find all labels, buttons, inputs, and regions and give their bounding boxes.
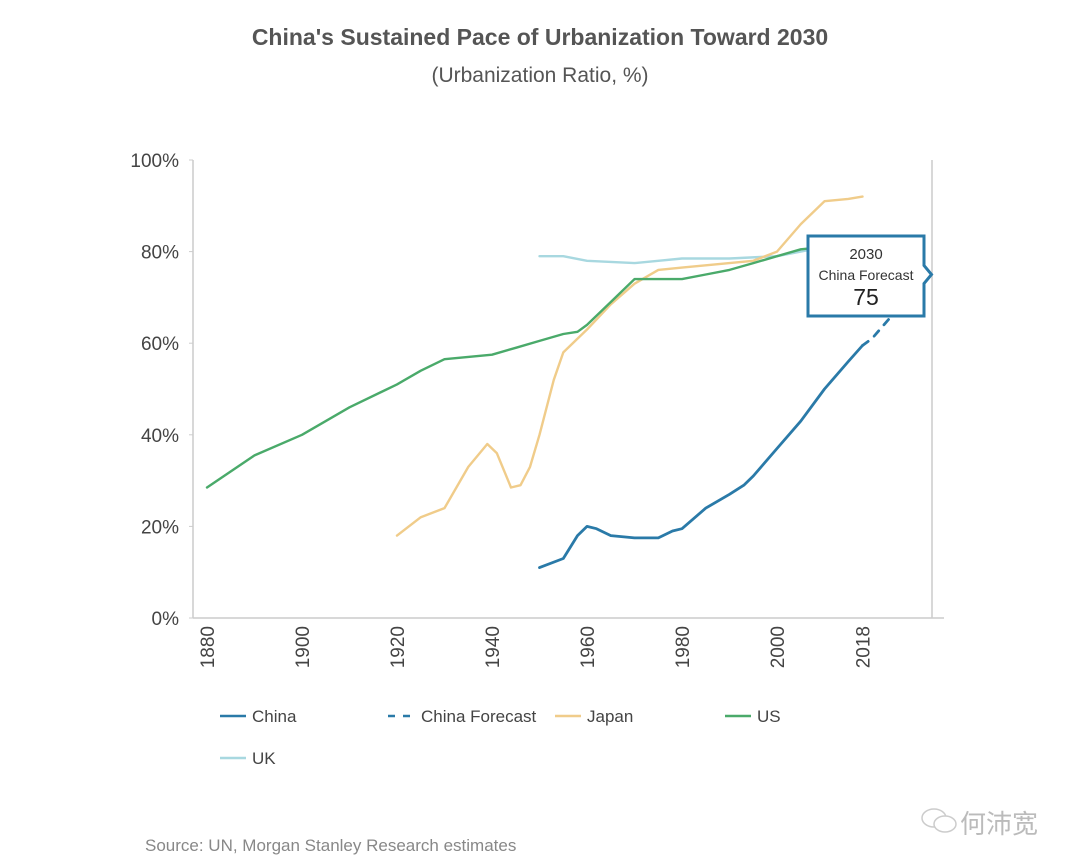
legend-item: US bbox=[725, 707, 781, 726]
watermark: 何沛宽 bbox=[960, 809, 1039, 839]
y-tick-label: 40% bbox=[141, 426, 179, 447]
x-tick-label: 1980 bbox=[673, 626, 694, 668]
source-note: Source: UN, Morgan Stanley Research esti… bbox=[145, 836, 517, 855]
legend-item: UK bbox=[220, 749, 276, 768]
x-tick-label: 1960 bbox=[578, 626, 599, 668]
y-tick-label: 20% bbox=[141, 517, 179, 538]
tooltip-box bbox=[806, 234, 934, 318]
legend-item: China bbox=[220, 707, 297, 726]
legend-label: US bbox=[757, 707, 781, 726]
x-tick-label: 1900 bbox=[293, 626, 314, 668]
series-line-us bbox=[205, 245, 826, 489]
chart-title: China's Sustained Pace of Urbanization T… bbox=[251, 24, 829, 50]
chart-subtitle: (Urbanization Ratio, %) bbox=[431, 64, 649, 87]
wechat-icon bbox=[921, 808, 957, 833]
series-line-uk bbox=[538, 238, 864, 265]
x-tick-label: 1940 bbox=[483, 626, 504, 668]
y-tick-label: 100% bbox=[130, 151, 179, 172]
x-tick-label: 1880 bbox=[198, 626, 219, 668]
x-tick-label: 1920 bbox=[388, 626, 409, 668]
x-tick-label: 2000 bbox=[768, 626, 789, 668]
x-tick-label: 2018 bbox=[854, 626, 875, 668]
tooltip-year: 2030 bbox=[849, 246, 882, 263]
y-tick-label: 80% bbox=[141, 243, 179, 264]
legend-label: Japan bbox=[587, 707, 633, 726]
series-line-china-forecast bbox=[861, 273, 921, 347]
legend-label: China Forecast bbox=[421, 707, 537, 726]
legend-label: UK bbox=[252, 749, 276, 768]
legend-label: China bbox=[252, 707, 297, 726]
legend-item: China Forecast bbox=[388, 707, 537, 726]
legend-item: Japan bbox=[555, 707, 633, 726]
tooltip-value: 75 bbox=[853, 284, 879, 310]
y-tick-label: 0% bbox=[152, 609, 180, 630]
tooltip-label: China Forecast bbox=[819, 267, 914, 283]
series-line-china bbox=[538, 344, 864, 569]
series-line-japan bbox=[395, 195, 864, 537]
y-tick-label: 60% bbox=[141, 334, 179, 355]
